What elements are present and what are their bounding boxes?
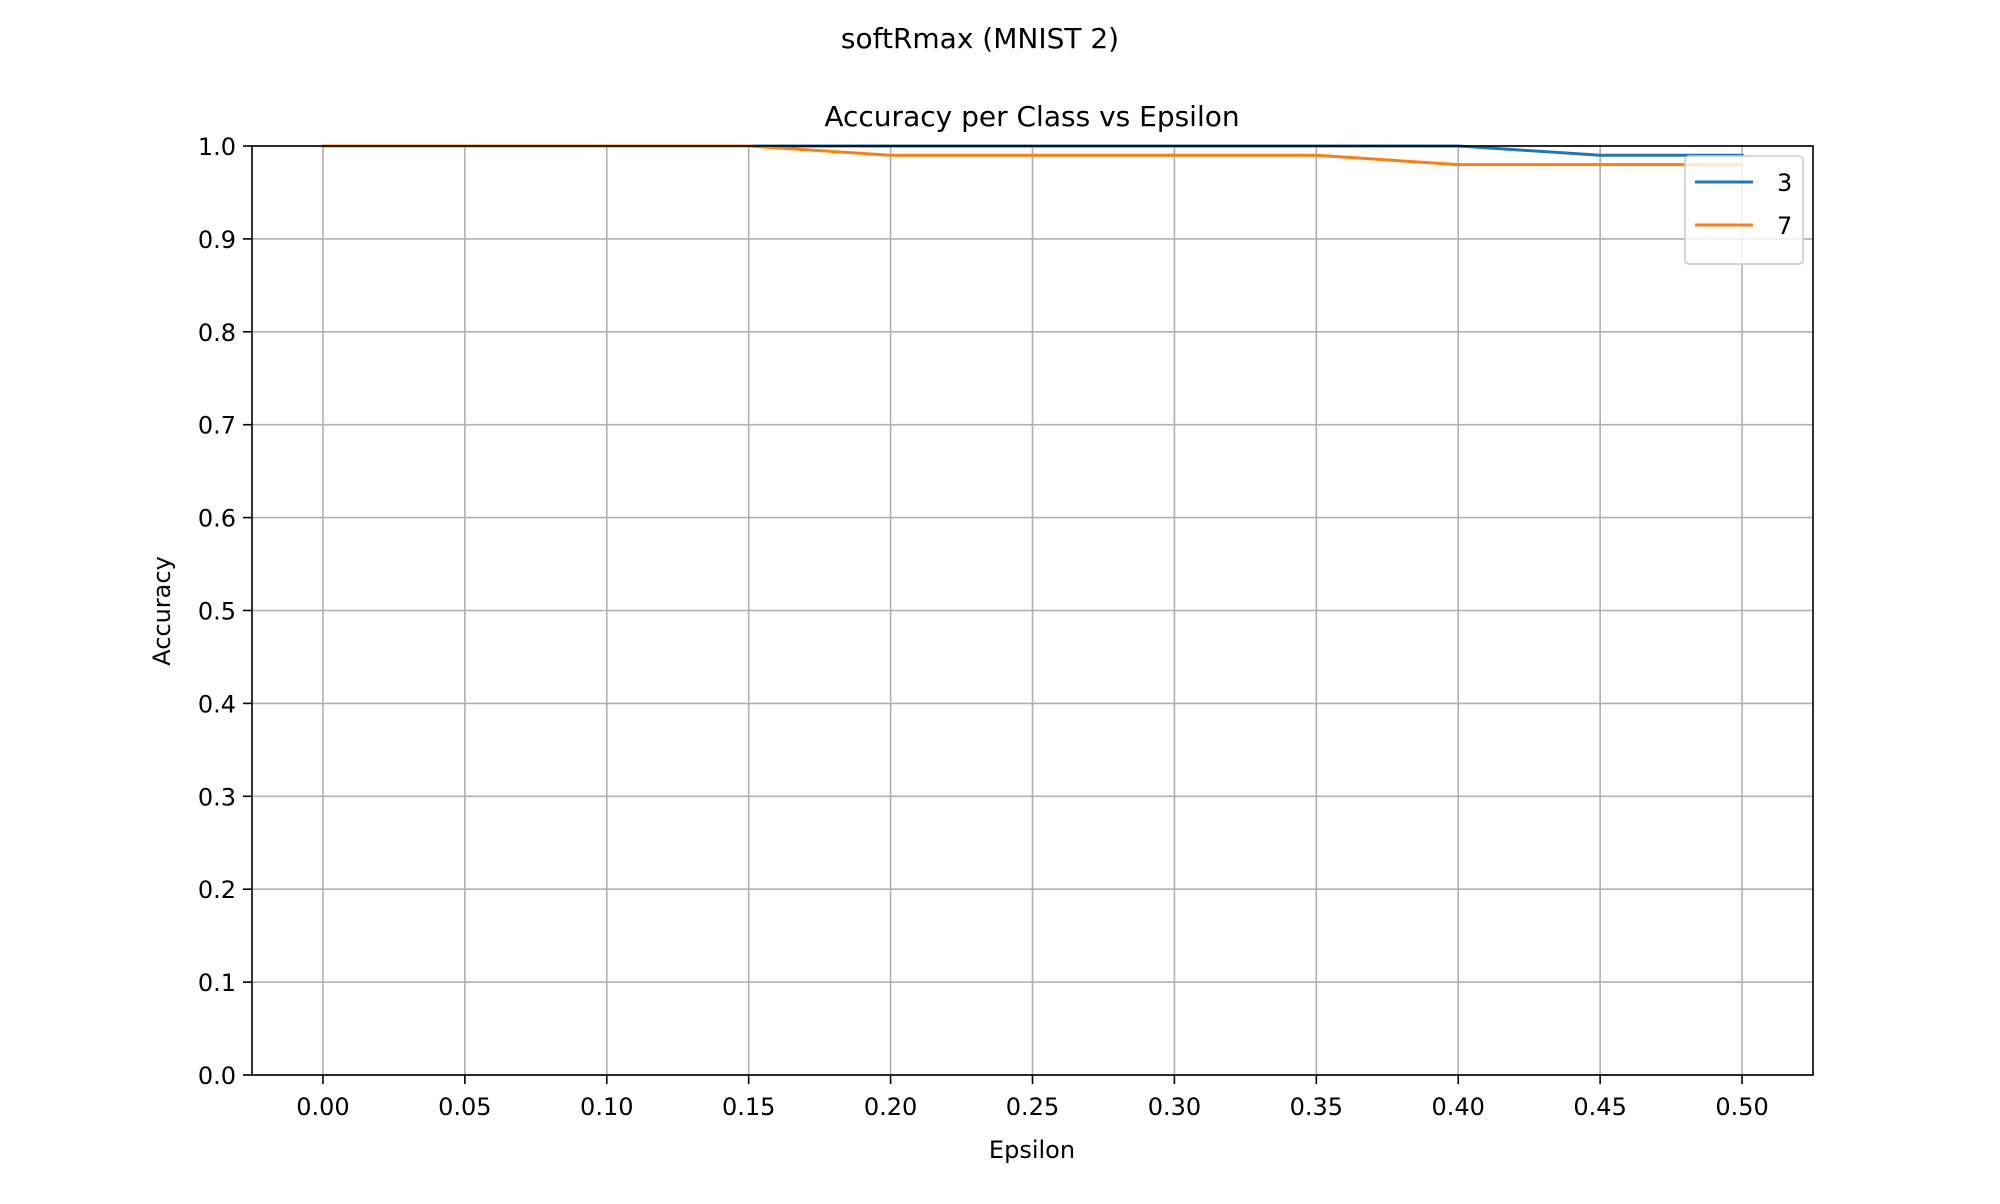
x-tick-label: 0.40 [1432,1093,1485,1121]
y-tick-label: 0.6 [198,505,236,533]
chart-title: Accuracy per Class vs Epsilon [824,100,1239,133]
x-tick-label: 0.30 [1148,1093,1201,1121]
y-tick-label: 0.1 [198,969,236,997]
y-tick-label: 0.5 [198,598,236,626]
x-tick-label: 0.05 [438,1093,491,1121]
x-tick-label: 0.25 [1006,1093,1059,1121]
x-tick-label: 0.45 [1573,1093,1626,1121]
x-tick-label: 0.35 [1290,1093,1343,1121]
x-tick-label: 0.00 [296,1093,349,1121]
y-tick-label: 0.2 [198,876,236,904]
y-tick-label: 1.0 [198,133,236,161]
legend-label: 3 [1777,169,1792,197]
tick-layer: 0.00 0.05 0.10 0.15 0.20 0.25 0.30 0.35 0.40 0.45… [198,133,1769,1121]
x-tick-label: 0.15 [722,1093,775,1121]
x-tick-label: 0.10 [580,1093,633,1121]
y-tick-label: 0.0 [198,1062,236,1090]
y-axis-label: Accuracy [148,556,176,666]
x-tick-label: 0.50 [1715,1093,1768,1121]
y-tick-label: 0.8 [198,319,236,347]
figure-suptitle: softRmax (MNIST 2) [841,22,1119,55]
x-tick-label: 0.20 [864,1093,917,1121]
x-axis-label: Epsilon [989,1136,1075,1164]
legend: 37 [1684,155,1804,265]
y-tick-label: 0.4 [198,690,236,718]
grid-layer [252,145,1813,1076]
legend-label: 7 [1777,212,1792,240]
y-tick-label: 0.7 [198,412,236,440]
y-tick-label: 0.3 [198,783,236,811]
y-tick-label: 0.9 [198,226,236,254]
